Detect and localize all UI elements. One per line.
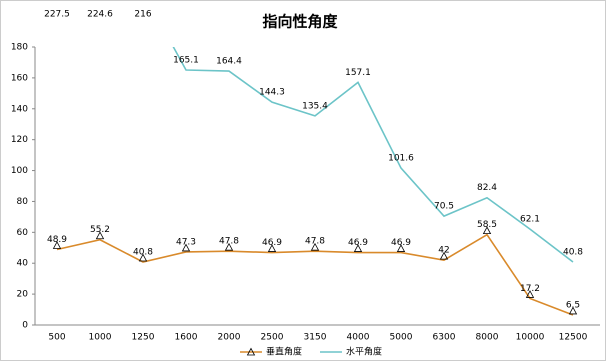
- y-tick-label: 0: [22, 321, 28, 331]
- value-label: 46.9: [348, 238, 368, 248]
- point-marker: [310, 242, 320, 251]
- x-tick-label: 6300: [433, 333, 456, 343]
- point-marker: [353, 244, 363, 252]
- legend-label: 水平角度: [346, 346, 382, 358]
- legend-marker: [246, 347, 256, 356]
- value-label: 17.2: [520, 284, 540, 294]
- point-marker: [52, 241, 62, 249]
- point-marker: [181, 243, 191, 252]
- value-label: 55.2: [90, 225, 110, 235]
- y-tick-label: 140: [11, 104, 28, 114]
- value-label: 164.4: [216, 57, 242, 67]
- value-label: 40.8: [563, 247, 583, 257]
- value-label: 47.8: [219, 237, 239, 247]
- x-tick-label: 1000: [89, 333, 112, 343]
- value-label: 47.8: [305, 237, 325, 247]
- value-label: 46.9: [262, 238, 282, 248]
- value-label: 6.5: [566, 300, 580, 310]
- value-label: 165.1: [173, 56, 199, 66]
- value-label: 135.4: [302, 101, 328, 111]
- point-marker: [482, 226, 492, 235]
- point-marker: [439, 251, 449, 260]
- value-label: 82.4: [477, 183, 497, 193]
- value-label: 62.1: [520, 215, 540, 225]
- y-tick-label: 120: [11, 135, 28, 145]
- point-marker: [138, 253, 148, 262]
- value-label: 157.1: [345, 68, 371, 78]
- point-marker: [525, 290, 535, 298]
- value-label: 40.8: [133, 247, 153, 257]
- point-marker: [95, 231, 105, 240]
- x-tick-label: 3150: [304, 333, 327, 343]
- x-tick-label: 12500: [559, 333, 588, 343]
- y-tick-label: 20: [17, 290, 29, 300]
- point-marker: [396, 244, 406, 252]
- legend-label: 垂直角度: [266, 346, 302, 358]
- value-label: 42: [438, 246, 449, 256]
- value-label: 101.6: [388, 154, 414, 164]
- y-tick-label: 80: [17, 197, 29, 207]
- plot-area: [56, 47, 574, 316]
- x-tick-label: 2500: [261, 333, 284, 343]
- series-line: [172, 47, 574, 263]
- point-marker: [568, 306, 578, 315]
- y-tick-label: 40: [17, 259, 29, 269]
- x-tick-label: 4000: [347, 333, 370, 343]
- y-tick-label: 180: [11, 43, 28, 53]
- x-tick-label: 8000: [476, 333, 499, 343]
- point-marker: [224, 242, 234, 251]
- x-tick-label: 1250: [132, 333, 155, 343]
- value-label: 70.5: [434, 202, 454, 212]
- y-tick-label: 100: [11, 166, 28, 176]
- value-label: 48.9: [47, 235, 67, 245]
- value-label: 227.5: [44, 10, 70, 20]
- value-label: 224.6: [87, 10, 113, 20]
- x-tick-label: 2000: [218, 333, 241, 343]
- y-tick-label: 60: [17, 228, 29, 238]
- value-label: 58.5: [477, 220, 497, 230]
- x-tick-label: 5000: [390, 333, 413, 343]
- x-tick-label: 500: [48, 333, 65, 343]
- x-tick-label: 1600: [175, 333, 198, 343]
- chart-title: 指向性角度: [262, 13, 338, 31]
- y-tick-label: 160: [11, 73, 28, 83]
- point-marker: [267, 244, 277, 252]
- x-tick-label: 10000: [516, 333, 545, 343]
- value-label: 47.3: [176, 237, 196, 247]
- value-label: 144.3: [259, 88, 285, 98]
- series-line: [56, 233, 574, 316]
- value-label: 216: [134, 10, 151, 20]
- value-label: 46.9: [391, 238, 411, 248]
